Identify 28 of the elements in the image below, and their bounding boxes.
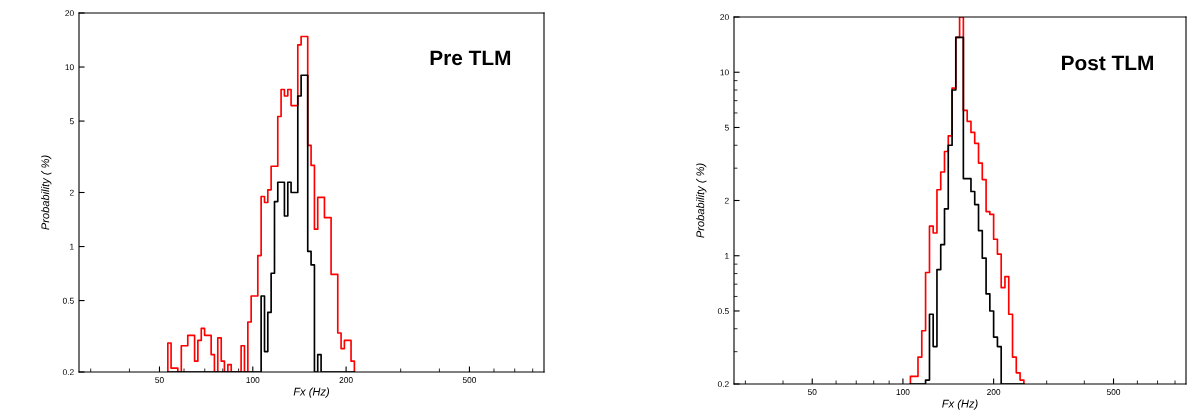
y-tick-label: 0.5 — [62, 297, 74, 304]
y-tick-label: 1 — [70, 243, 74, 250]
x-tick-label: 200 — [339, 377, 353, 383]
y-tick-label: 0.2 — [717, 381, 729, 388]
x-tick-label: 200 — [987, 389, 1001, 395]
y-tick-label: 2 — [724, 197, 729, 204]
y-tick-label: 0.2 — [62, 369, 74, 376]
x-tick-label: 500 — [462, 377, 477, 383]
x-tick-label: 100 — [896, 389, 910, 395]
x-tick-label: 100 — [246, 377, 260, 383]
y-tick-label: 20 — [65, 10, 74, 17]
y-tick-label: 5 — [724, 124, 729, 131]
y-tick-label: 2 — [69, 189, 74, 196]
y-tick-label: 10 — [65, 64, 74, 71]
y-tick-label: 0.5 — [717, 308, 729, 315]
annotation: Post TLM — [1062, 55, 1153, 71]
x-tick-label: 50 — [155, 377, 164, 383]
y-axis-title: Probability ( %) — [41, 155, 52, 230]
x-axis-title: Fx (Hz) — [942, 399, 978, 410]
y-tick-label: 1 — [725, 253, 729, 259]
y-tick-label: 20 — [720, 14, 729, 21]
y-tick-label: 5 — [69, 118, 74, 125]
annotation: Pre TLM — [430, 50, 511, 66]
y-axis-title: Probability ( %) — [696, 163, 707, 238]
x-tick-label: 50 — [807, 389, 817, 395]
y-tick-label: 10 — [720, 69, 729, 76]
x-axis-title: Fx (Hz) — [293, 387, 330, 398]
x-tick-label: 500 — [1106, 389, 1121, 395]
